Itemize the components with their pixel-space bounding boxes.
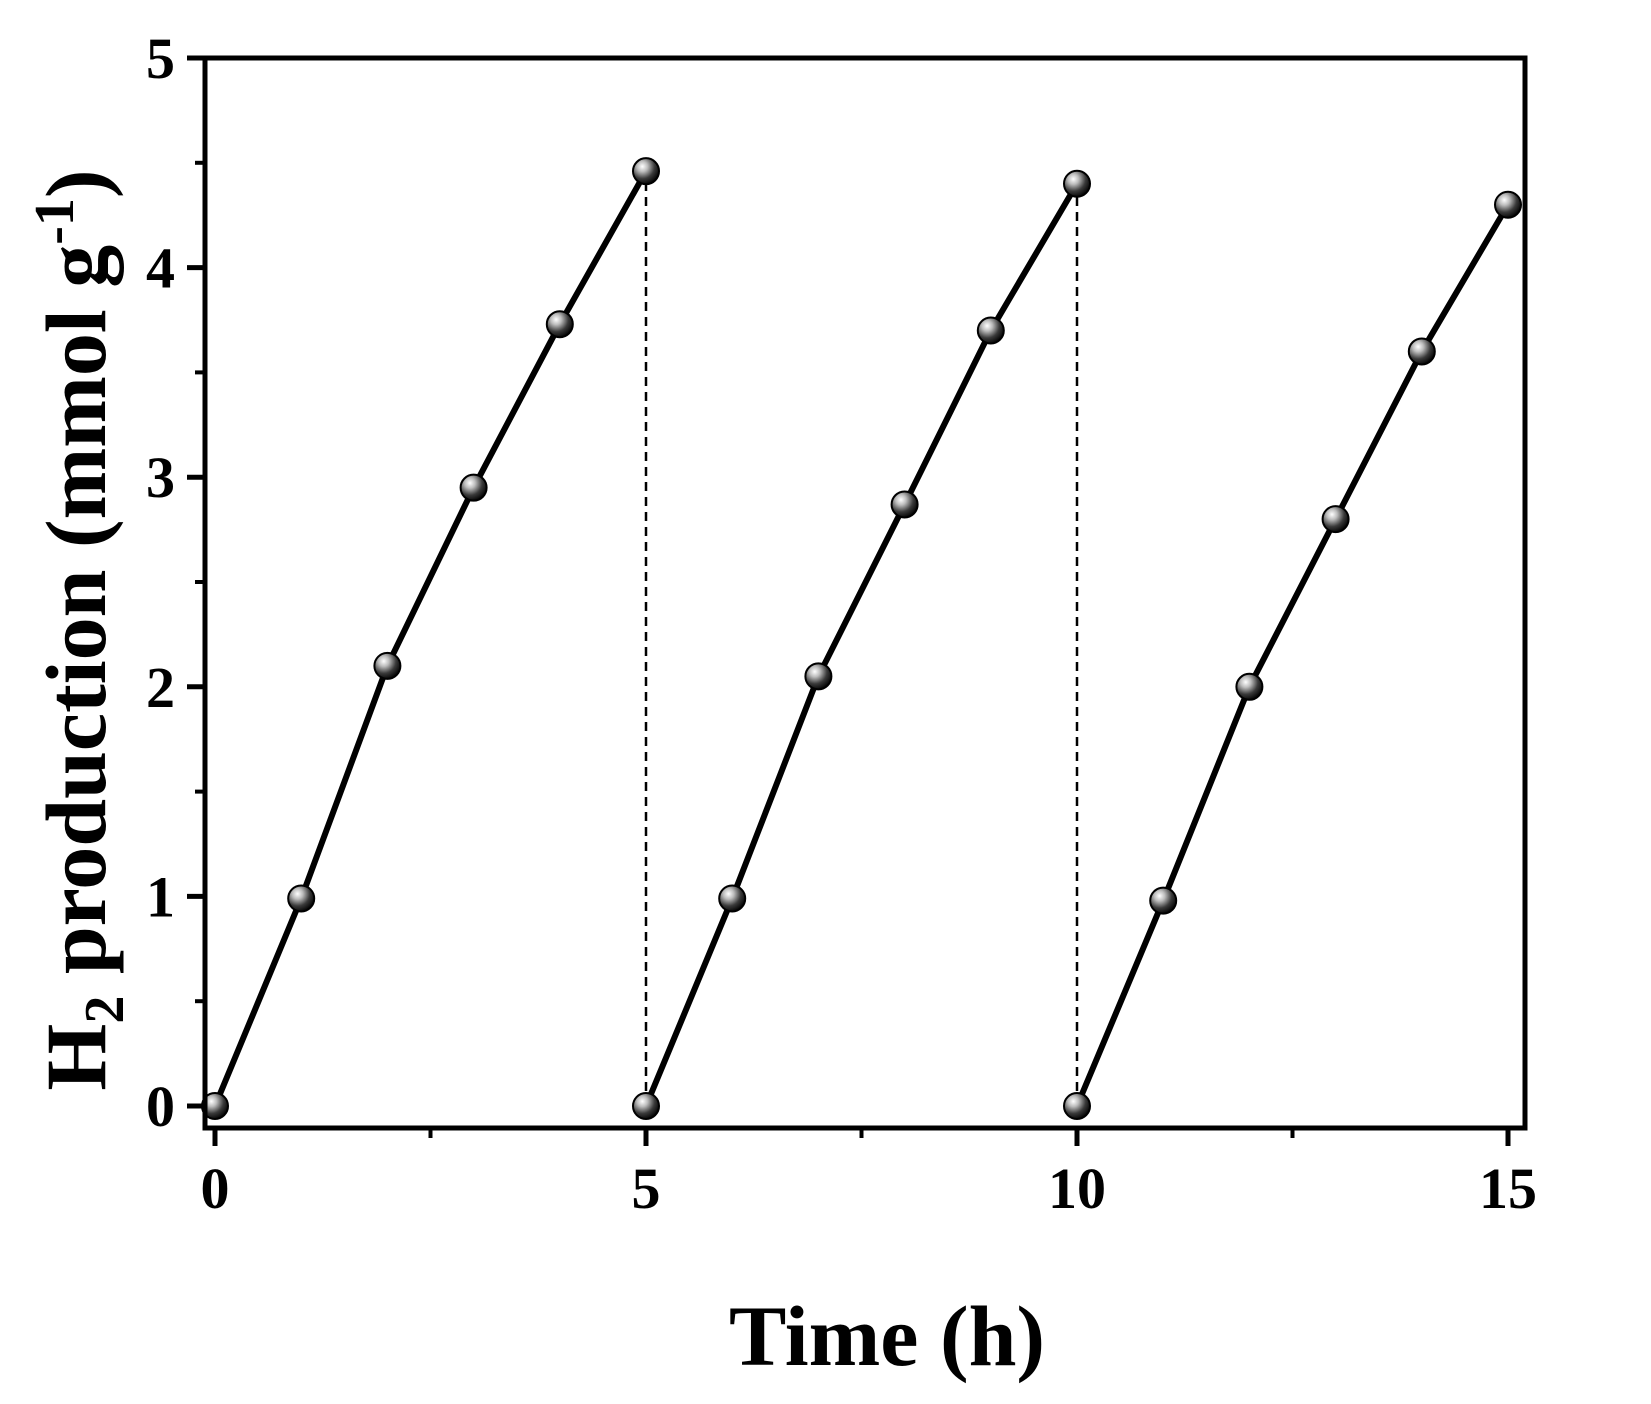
- marker-sphere: [287, 884, 316, 913]
- series-3-line: [1074, 201, 1511, 1109]
- series-3-point-4: [1321, 505, 1350, 534]
- series-1-line: [212, 168, 649, 1109]
- x-tick-label: 0: [201, 1156, 230, 1221]
- series-1-point-5: [545, 310, 574, 339]
- y-axis-label-main: H: [28, 1024, 124, 1091]
- y-axis-label-middle: production (mmol g: [28, 245, 124, 996]
- marker-sphere: [1149, 886, 1178, 915]
- marker-sphere: [373, 651, 402, 680]
- marker-sphere: [976, 316, 1005, 345]
- x-tick-label: 10: [1048, 1156, 1106, 1221]
- marker-sphere: [1063, 169, 1091, 198]
- marker-sphere: [718, 884, 747, 913]
- y-axis-label-end: ): [28, 169, 124, 198]
- marker-sphere: [632, 157, 660, 186]
- series-3-point-6: [1494, 190, 1522, 219]
- x-tick-label: 5: [632, 1156, 661, 1221]
- x-axis-label: Time (h): [729, 1288, 1045, 1384]
- marker-sphere: [1407, 337, 1436, 366]
- marker-sphere: [545, 310, 574, 339]
- series-3-point-1: [1063, 1092, 1091, 1120]
- y-tick-label: 1: [146, 864, 175, 929]
- marker-sphere: [890, 490, 919, 519]
- series-2-point-1: [632, 1092, 660, 1120]
- y-axis-label: H2 production (mmol g-1): [24, 169, 136, 1090]
- series-3-point-3: [1235, 672, 1264, 701]
- marker-sphere: [1235, 672, 1264, 701]
- series-2-point-5: [976, 316, 1005, 345]
- marker-sphere: [1063, 1092, 1091, 1120]
- series-1-point-4: [459, 473, 488, 502]
- axes: 0 5 10 15 0 1 2 3 4 5: [146, 26, 1537, 1221]
- y-tick-label: 5: [146, 26, 175, 91]
- x-tick-label: 15: [1479, 1156, 1537, 1221]
- series-2-point-2: [718, 884, 747, 913]
- marker-sphere: [804, 662, 833, 691]
- y-axis-label-superscript: -1: [24, 198, 86, 245]
- y-tick-label: 3: [146, 445, 175, 510]
- plot-area: [201, 157, 1522, 1120]
- series-2-point-4: [890, 490, 919, 519]
- series-1-point-2: [287, 884, 316, 913]
- series-1-point-3: [373, 651, 402, 680]
- y-axis-label-subscript: 2: [74, 996, 136, 1024]
- series-3-point-2: [1149, 886, 1178, 915]
- series-3-point-5: [1407, 337, 1436, 366]
- marker-sphere: [459, 473, 488, 502]
- y-tick-label: 2: [146, 655, 175, 720]
- marker-sphere: [1494, 190, 1522, 219]
- marker-sphere: [1321, 505, 1350, 534]
- marker-sphere: [632, 1092, 660, 1120]
- series-2-point-6: [1063, 169, 1091, 198]
- series-1-point-6: [632, 157, 660, 186]
- plot-frame: [202, 55, 1528, 1131]
- y-tick-label: 4: [146, 236, 175, 301]
- series-2-point-3: [804, 662, 833, 691]
- series-2-line: [643, 180, 1080, 1109]
- y-tick-label: 0: [146, 1074, 175, 1139]
